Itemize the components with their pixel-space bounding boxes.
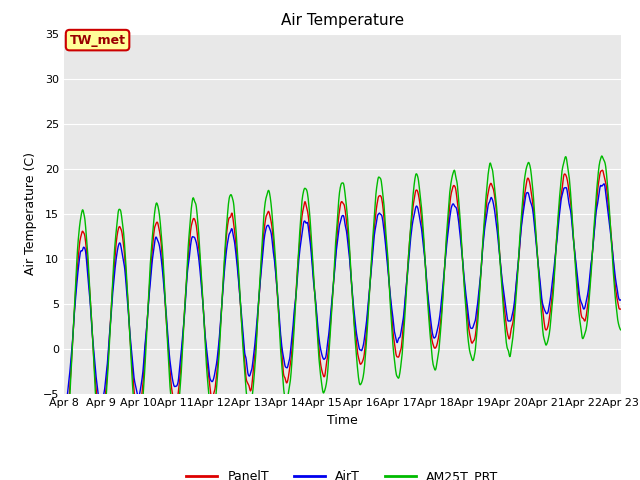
Title: Air Temperature: Air Temperature <box>281 13 404 28</box>
Legend: PanelT, AirT, AM25T_PRT: PanelT, AirT, AM25T_PRT <box>181 465 504 480</box>
X-axis label: Time: Time <box>327 414 358 427</box>
Y-axis label: Air Temperature (C): Air Temperature (C) <box>24 152 37 275</box>
Text: TW_met: TW_met <box>70 34 125 47</box>
